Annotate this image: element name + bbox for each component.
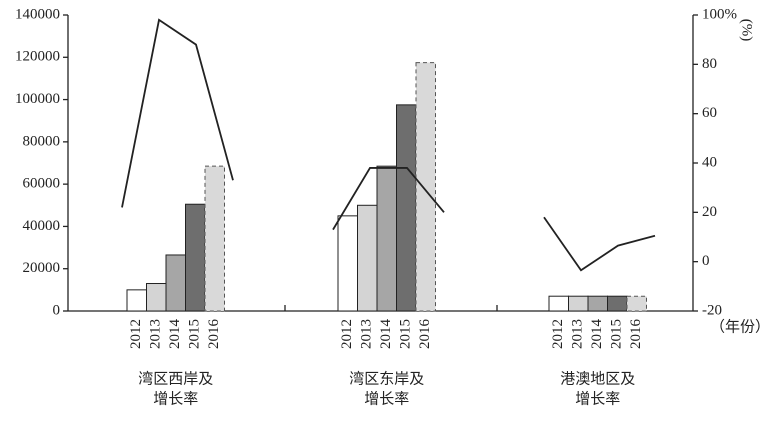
year-label: 2015 — [187, 319, 203, 349]
bar — [165, 254, 186, 312]
year-label: 2015 — [609, 319, 625, 349]
year-label: 2014 — [378, 319, 394, 350]
y-tick-label: 0 — [53, 302, 61, 318]
year-label: 2016 — [206, 319, 222, 350]
bar — [376, 165, 397, 312]
bar — [607, 295, 628, 312]
y-tick-label: 140000 — [15, 6, 60, 22]
bar — [415, 62, 436, 312]
year-label: 2013 — [148, 319, 164, 349]
y2-tick-label: 0 — [702, 253, 710, 269]
bar — [548, 295, 569, 312]
bar — [626, 295, 647, 312]
year-label: 2016 — [417, 319, 433, 350]
group-label: 湾区东岸及 — [349, 370, 424, 387]
year-label: 2012 — [339, 319, 355, 349]
year-label: 2015 — [398, 319, 414, 349]
year-label: 2013 — [359, 319, 375, 349]
year-label: 2012 — [550, 319, 566, 349]
growth-line — [332, 167, 445, 231]
y2-tick-label: -20 — [702, 302, 722, 318]
group-label: 增长率 — [153, 390, 198, 407]
bar — [568, 295, 589, 312]
x-unit: （年份） — [710, 318, 770, 335]
year-label: 2014 — [589, 319, 605, 350]
group-label: 港澳地区及 — [560, 370, 635, 387]
growth-line — [121, 18, 234, 208]
group-label: 增长率 — [364, 390, 409, 407]
bar — [357, 204, 378, 312]
y-tick-label: 20000 — [23, 260, 61, 276]
group-label: 湾区西岸及 — [138, 370, 213, 387]
year-label: 2013 — [570, 319, 586, 349]
year-label: 2016 — [628, 319, 644, 350]
bar — [146, 283, 167, 312]
y-tick-label: 60000 — [23, 176, 61, 192]
y-tick-label: 80000 — [23, 133, 61, 149]
y-tick-label: 40000 — [23, 218, 61, 234]
growth-line — [543, 216, 656, 272]
bar — [337, 215, 358, 312]
y2-tick-label: 60 — [702, 105, 717, 121]
y-tick-label: 120000 — [15, 49, 60, 65]
y2-tick-label: 80 — [702, 56, 717, 72]
bar — [204, 165, 225, 312]
y-tick-label: 100000 — [15, 91, 60, 107]
y2-tick-label: 100% — [702, 6, 737, 22]
y2-tick-label: 40 — [702, 154, 717, 170]
bar — [126, 289, 147, 312]
y2-unit: (%) — [739, 19, 755, 42]
year-label: 2012 — [128, 319, 144, 349]
y2-tick-label: 20 — [702, 204, 717, 220]
year-label: 2014 — [167, 319, 183, 350]
group-label: 增长率 — [575, 390, 620, 407]
bar — [185, 203, 206, 312]
bar — [587, 295, 608, 312]
bar — [396, 104, 417, 312]
